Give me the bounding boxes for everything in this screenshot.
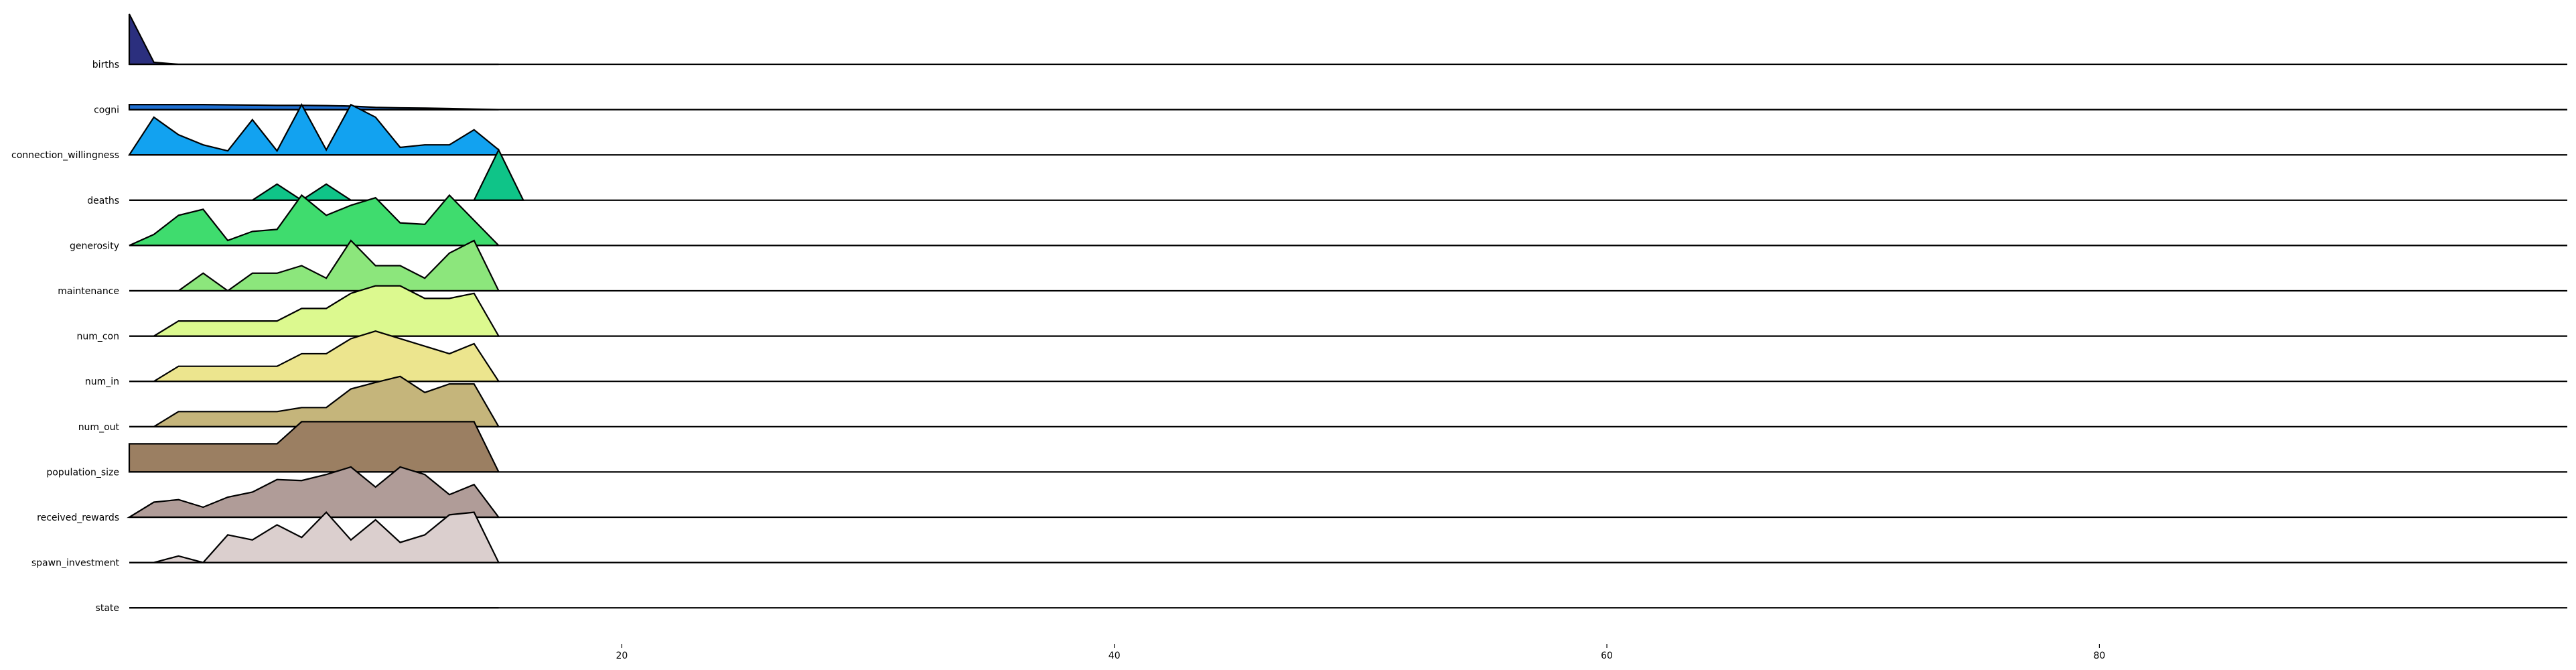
x-axis: 20 40 60 80 (616, 644, 2105, 661)
x-tick-label-20: 20 (616, 651, 628, 661)
row-label-spawn-investment: spawn_investment (31, 558, 120, 569)
x-tick-label-40: 40 (1108, 651, 1121, 661)
row-label-deaths: deaths (87, 196, 119, 206)
row-label-num-in: num_in (85, 377, 119, 387)
ridge-area-generosity (129, 194, 501, 247)
ridge-population-size (128, 421, 2567, 473)
ridge-area-maintenance (129, 239, 500, 292)
ridge-area-num-out (129, 375, 500, 427)
row-label-num-con: num_con (76, 332, 119, 342)
row-label-num-out: num_out (78, 422, 120, 433)
ridge-num-in (129, 330, 2567, 383)
row-label-state: state (96, 603, 119, 614)
row-label-births: births (92, 60, 119, 70)
row-label-population-size: population_size (46, 467, 119, 478)
ridges (127, 13, 2567, 609)
row-label-received-rewards: received_rewards (37, 513, 119, 523)
ridge-cogni (128, 104, 2567, 111)
ridge-maintenance (129, 239, 2567, 292)
ridge-num-con (129, 285, 2567, 337)
ridge-area-deaths (129, 148, 525, 202)
ridge-area-received-rewards (127, 466, 500, 519)
row-label-cogni: cogni (94, 105, 119, 116)
row-label-maintenance: maintenance (58, 286, 119, 297)
ridge-area-population-size (128, 421, 500, 473)
ridge-area-cogni (128, 104, 499, 111)
ridge-area-births (128, 13, 499, 66)
ridge-num-out (129, 375, 2567, 427)
ridge-births (128, 13, 2567, 66)
row-label-connection-willingness: connection_willingness (11, 150, 119, 161)
ridge-area-connection-willingness (127, 103, 500, 156)
ridge-connection-willingness (127, 103, 2567, 156)
row-label-generosity: generosity (70, 241, 119, 251)
x-tick-label-80: 80 (2094, 651, 2106, 661)
ridge-deaths (129, 148, 2567, 202)
x-tick-label-60: 60 (1601, 651, 1613, 661)
ridge-spawn-investment (129, 511, 2567, 563)
ridge-area-num-in (129, 330, 500, 383)
ridge-received-rewards (127, 466, 2567, 519)
ridge-area-num-con (129, 285, 500, 337)
ridge-generosity (129, 194, 2567, 247)
ridge-area-spawn-investment (129, 511, 500, 563)
